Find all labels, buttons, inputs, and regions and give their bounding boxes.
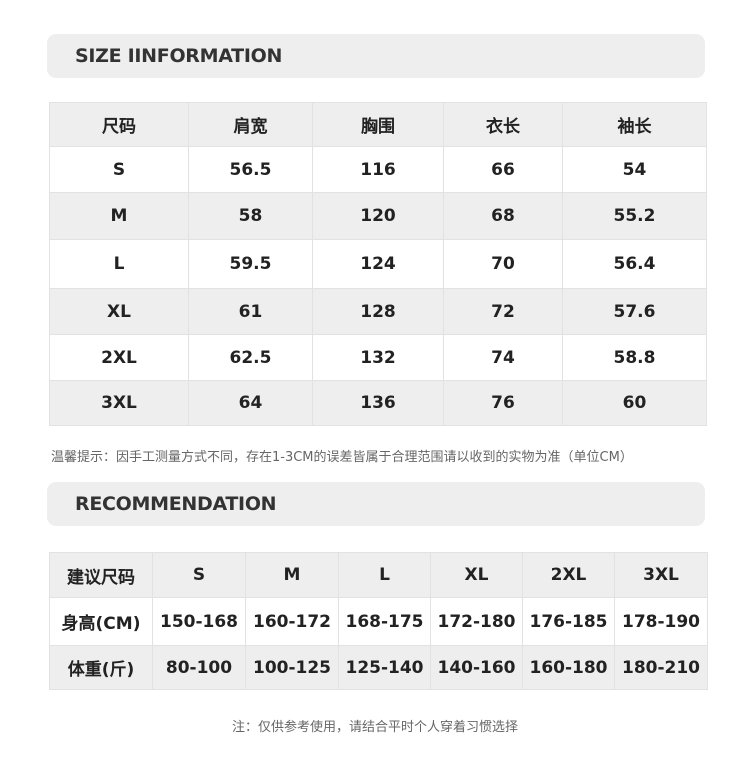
header-cell: 胸围 [312, 102, 444, 147]
table-row: M 58 120 68 55.2 [49, 192, 707, 240]
table-row: L 59.5 124 70 56.4 [49, 239, 707, 289]
header-cell: L [338, 552, 431, 598]
table-cell: 150-168 [152, 597, 246, 646]
table-cell: XL [49, 288, 189, 335]
table-cell: 178-190 [614, 597, 708, 646]
header-row: 尺码 肩宽 胸围 衣长 袖长 [49, 102, 707, 147]
table-cell: 74 [443, 334, 563, 381]
table-cell: 100-125 [245, 645, 339, 690]
table-cell: 66 [443, 146, 563, 193]
header-cell: S [152, 552, 246, 598]
size-note: 温馨提示：因手工测量方式不同，存在1-3CM的误差皆属于合理范围请以收到的实物为… [51, 450, 633, 465]
table-cell: 72 [443, 288, 563, 335]
header-cell: M [245, 552, 339, 598]
table-cell: 60 [562, 380, 707, 426]
recommendation-note: 注：仅供参考使用，请结合平时个人穿着习惯选择 [231, 720, 518, 735]
header-cell: XL [430, 552, 523, 598]
table-cell: 120 [312, 192, 444, 240]
table-cell: 3XL [49, 380, 189, 426]
table-cell: 168-175 [338, 597, 431, 646]
table-cell: 身高(CM) [49, 597, 153, 646]
table-cell: 62.5 [188, 334, 313, 381]
table-cell: 56.5 [188, 146, 313, 193]
table-row: 体重(斤) 80-100 100-125 125-140 140-160 160-180 1… [49, 645, 708, 690]
size-info-title: SIZE IINFORMATION [47, 34, 705, 78]
table-cell: 54 [562, 146, 707, 193]
table-cell: 61 [188, 288, 313, 335]
table-cell: 57.6 [562, 288, 707, 335]
recommendation-title: RECOMMENDATION [47, 482, 705, 526]
table-row: S 56.5 116 66 54 [49, 146, 707, 193]
table-cell: 2XL [49, 334, 189, 381]
table-cell: 160-180 [522, 645, 615, 690]
table-row: 3XL 64 136 76 60 [49, 380, 707, 426]
table-cell: 76 [443, 380, 563, 426]
table-cell: 58 [188, 192, 313, 240]
table-cell: 64 [188, 380, 313, 426]
size-table: 尺码 肩宽 胸围 衣长 袖长 S 56.5 116 66 54 M 58 120 68 55.2 L 59.5 1… [49, 102, 707, 426]
table-cell: 176-185 [522, 597, 615, 646]
table-cell: 59.5 [188, 239, 313, 289]
table-row: 2XL 62.5 132 74 58.8 [49, 334, 707, 381]
table-row: 身高(CM) 150-168 160-172 168-175 172-180 176-18… [49, 597, 708, 646]
header-cell: 3XL [614, 552, 708, 598]
table-cell: M [49, 192, 189, 240]
header-row: 建议尺码 S M L XL 2XL 3XL [49, 552, 708, 598]
header-cell: 尺码 [49, 102, 189, 147]
table-cell: 125-140 [338, 645, 431, 690]
table-cell: 116 [312, 146, 444, 193]
table-cell: 55.2 [562, 192, 707, 240]
recommendation-table: 建议尺码 S M L XL 2XL 3XL 身高(CM) 150-168 160-172 168-1… [49, 552, 708, 690]
table-row: XL 61 128 72 57.6 [49, 288, 707, 335]
header-cell: 衣长 [443, 102, 563, 147]
table-cell: 体重(斤) [49, 645, 153, 690]
table-cell: 140-160 [430, 645, 523, 690]
header-cell: 肩宽 [188, 102, 313, 147]
table-cell: 180-210 [614, 645, 708, 690]
table-cell: 172-180 [430, 597, 523, 646]
table-cell: 132 [312, 334, 444, 381]
table-cell: 160-172 [245, 597, 339, 646]
table-cell: 128 [312, 288, 444, 335]
header-cell: 袖长 [562, 102, 707, 147]
table-cell: 136 [312, 380, 444, 426]
table-cell: S [49, 146, 189, 193]
header-cell: 建议尺码 [49, 552, 153, 598]
table-cell: L [49, 239, 189, 289]
table-cell: 56.4 [562, 239, 707, 289]
table-cell: 58.8 [562, 334, 707, 381]
table-cell: 70 [443, 239, 563, 289]
table-cell: 68 [443, 192, 563, 240]
table-cell: 124 [312, 239, 444, 289]
table-cell: 80-100 [152, 645, 246, 690]
header-cell: 2XL [522, 552, 615, 598]
